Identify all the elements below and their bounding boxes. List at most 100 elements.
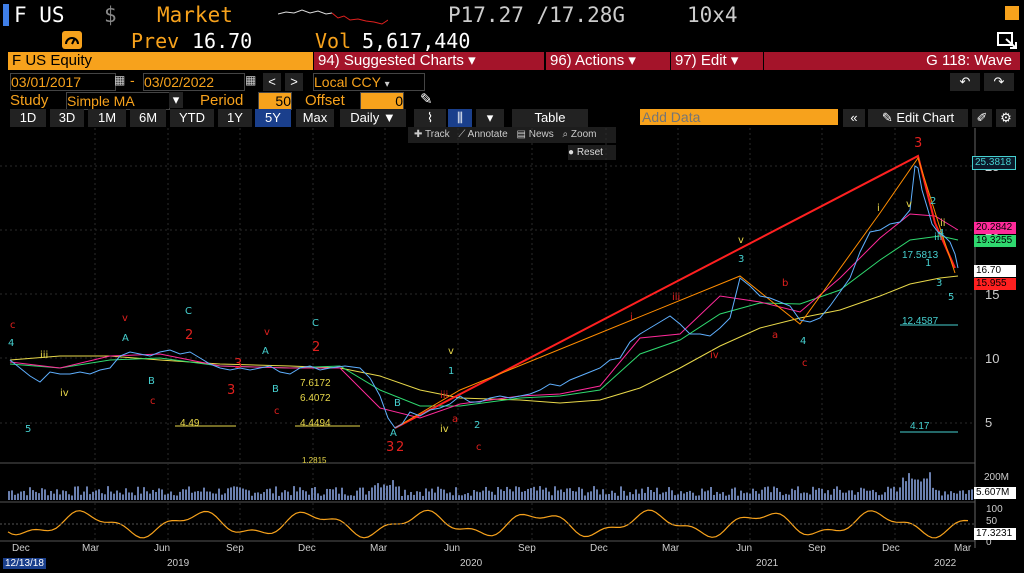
dropdown-icon[interactable]: ▾: [169, 92, 183, 108]
volume-bar: [545, 487, 547, 500]
line-chart-icon[interactable]: ⌇: [414, 109, 446, 127]
range-button-5y[interactable]: 5Y: [255, 109, 291, 127]
volume-bar: [386, 485, 388, 500]
pencil-icon[interactable]: ✎: [420, 91, 433, 108]
next-period-button[interactable]: >: [285, 73, 303, 91]
volume-bar: [746, 492, 748, 500]
volume-bar: [173, 495, 175, 500]
volume-bar: [389, 485, 391, 500]
frequency-select[interactable]: Daily ▼: [340, 109, 406, 127]
x-year: 2022: [934, 558, 957, 569]
volume-bar: [11, 490, 13, 500]
x-year: 2019: [167, 558, 190, 569]
volume-bar: [50, 491, 52, 500]
range-button-max[interactable]: Max: [296, 109, 334, 127]
edit-chart-button[interactable]: ✎ Edit Chart: [868, 109, 968, 127]
table-button[interactable]: Table: [512, 109, 588, 127]
volume-bar: [569, 488, 571, 500]
volume-bar: [803, 492, 805, 500]
launchpad-icon[interactable]: [1005, 6, 1019, 20]
dropdown-icon: ▾: [384, 79, 390, 90]
calendar-icon[interactable]: ▦: [245, 73, 257, 87]
range-button-1d[interactable]: 1D: [10, 109, 46, 127]
volume-bar: [566, 488, 568, 500]
range-button-ytd[interactable]: YTD: [170, 109, 214, 127]
dropdown-icon: ▾: [730, 52, 739, 69]
volume-bar: [242, 488, 244, 500]
currency-select[interactable]: Local CCY ▾: [313, 73, 425, 91]
volume-bar: [677, 494, 679, 500]
volume-bar: [833, 488, 835, 500]
period-input[interactable]: 50: [258, 92, 292, 110]
volume-bar: [206, 491, 208, 500]
level-label: 17.5813: [902, 250, 939, 261]
x-tick: Dec: [12, 543, 30, 554]
wave-label: 2: [185, 328, 194, 343]
suggested-charts-button[interactable]: 94) Suggested Charts ▾: [314, 52, 544, 70]
offset-input[interactable]: 0: [360, 92, 404, 110]
volume-bar: [314, 487, 316, 500]
annotate-pen-icon[interactable]: ✐: [972, 109, 992, 127]
volume-bar: [377, 483, 379, 500]
x-tick: Jun: [736, 543, 753, 554]
volume-bar: [311, 488, 313, 500]
calendar-icon[interactable]: ▦: [114, 73, 126, 87]
edit-chart-label: Edit Chart: [896, 110, 955, 125]
range-button-6m[interactable]: 6M: [130, 109, 166, 127]
volume-bar: [77, 486, 79, 500]
redo-button[interactable]: ↷: [984, 73, 1014, 91]
reset-button[interactable]: ● Reset: [568, 145, 616, 160]
volume-bar: [137, 486, 139, 500]
wave-label: iii: [440, 390, 449, 401]
volume-bar: [335, 487, 337, 500]
volume-bar: [131, 492, 133, 500]
range-button-3d[interactable]: 3D: [50, 109, 84, 127]
start-date-field[interactable]: 03/01/2017: [10, 73, 116, 91]
volume-bar: [650, 490, 652, 500]
volume-bar: [380, 487, 382, 500]
edit-button[interactable]: 97) Edit ▾: [671, 52, 763, 70]
annotate-label[interactable]: Annotate: [467, 129, 508, 140]
range-button-1m[interactable]: 1M: [88, 109, 126, 127]
header-bar: F US $ Market P17.27 /17.28G 10x4: [0, 0, 1024, 30]
volume-bar: [395, 486, 397, 500]
news-icon[interactable]: ▤: [516, 129, 526, 140]
volume-bar: [308, 494, 310, 500]
wave-label: A: [262, 346, 269, 357]
settings-gear-icon[interactable]: ⚙: [996, 109, 1016, 127]
volume-bar: [368, 491, 370, 500]
volume-bar: [233, 486, 235, 500]
x-tick: Sep: [808, 543, 826, 554]
prev-period-button[interactable]: <: [263, 73, 281, 91]
volume-bar: [338, 493, 340, 500]
volume-bar: [83, 491, 85, 500]
chart-type-dropdown-icon[interactable]: ▾: [476, 109, 504, 127]
volume-bar: [218, 488, 220, 500]
range-button-1y[interactable]: 1Y: [218, 109, 252, 127]
news-label[interactable]: News: [528, 129, 554, 140]
actions-button[interactable]: 96) Actions ▾: [546, 52, 670, 70]
volume-bar: [965, 493, 967, 500]
gauge-icon[interactable]: [62, 31, 82, 49]
wave-label: 1: [448, 366, 455, 377]
volume-bar: [164, 494, 166, 500]
collapse-icon[interactable]: «: [843, 109, 865, 127]
track-label[interactable]: Track: [425, 129, 450, 140]
price-chart[interactable]: [0, 128, 1024, 568]
security-field[interactable]: F US Equity: [8, 52, 313, 70]
track-icon[interactable]: ✚: [414, 129, 423, 140]
zoom-label[interactable]: Zoom: [570, 129, 597, 140]
popout-icon[interactable]: [996, 31, 1018, 49]
study-select[interactable]: Simple MA: [66, 92, 170, 110]
ma-long-line: [9, 275, 959, 404]
undo-button[interactable]: ↶: [950, 73, 980, 91]
zoom-icon[interactable]: ⌕: [562, 129, 569, 140]
add-data-input[interactable]: [640, 109, 838, 125]
volume-bar: [278, 495, 280, 500]
volume-bar: [20, 491, 22, 500]
volume-bar: [326, 488, 328, 500]
annotate-icon[interactable]: ⟋: [458, 129, 466, 140]
volume-bar: [80, 494, 82, 500]
candle-chart-icon[interactable]: ⫼: [448, 109, 472, 127]
end-date-field[interactable]: 03/02/2022: [143, 73, 245, 91]
